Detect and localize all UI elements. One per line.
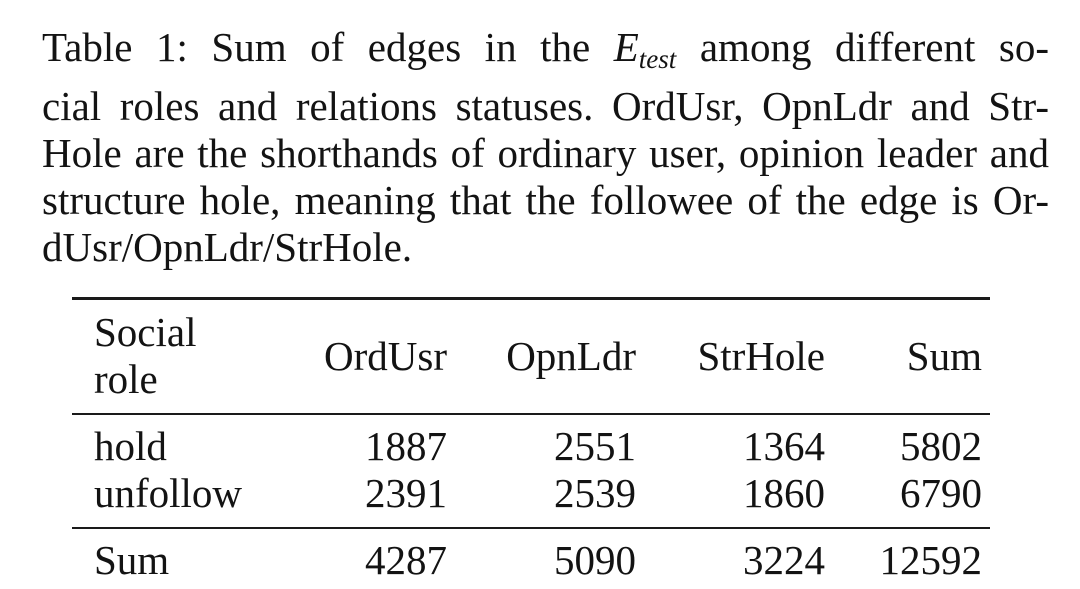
cell-sumrow-ordusr: 4287 [365, 537, 447, 583]
cell-hold-label: hold [94, 423, 167, 469]
caption-line-4: structure hole, meaning that the followe… [42, 176, 1049, 223]
math-e-base: E [613, 24, 639, 70]
column-header-strhole: StrHole [697, 332, 825, 379]
row-sum-total: Sum 4287 5090 3224 12592 [72, 528, 990, 589]
cell-unfollow-ordusr: 2391 [365, 470, 447, 516]
caption-line-2: cial roles and relations statuses. OrdUs… [42, 82, 1049, 129]
table-footer: Sum 4287 5090 3224 12592 [72, 528, 990, 589]
column-header-social-role: Social role [94, 309, 197, 402]
row-unfollow: unfollow 2391 2539 1860 6790 [72, 470, 990, 528]
cell-hold-strhole: 1364 [743, 423, 825, 469]
cell-sumrow-strhole: 3224 [743, 537, 825, 583]
cell-unfollow-strhole: 1860 [743, 470, 825, 516]
column-header-ordusr: OrdUsr [324, 332, 447, 379]
cell-unfollow-sum: 6790 [900, 470, 982, 516]
cell-sumrow-label: Sum [94, 537, 170, 583]
cell-sumrow-sum: 12592 [879, 537, 983, 583]
caption-line-3: Hole are the shorthands of ordinary user… [42, 129, 1049, 176]
caption-line-1-post: among different so- [699, 24, 1050, 70]
math-e-test: Etest [613, 24, 677, 74]
table-caption: Table 1: Sum of edges in the Etest among… [42, 24, 1049, 271]
column-header-opnldr: OpnLdr [506, 332, 636, 379]
cell-unfollow-opnldr: 2539 [554, 470, 636, 516]
caption-intro-text: Table 1: Sum of edges in the [42, 24, 591, 70]
row-hold: hold 1887 2551 1364 5802 [72, 414, 990, 470]
caption-line-1: Table 1: Sum of edges in the Etest among… [42, 24, 1049, 83]
table-body: hold 1887 2551 1364 5802 unfollow 2391 2… [72, 414, 990, 528]
cell-unfollow-label: unfollow [94, 470, 243, 516]
header-row: Social role OrdUsr OpnLdr StrHole Sum [72, 299, 990, 414]
table-header: Social role OrdUsr OpnLdr StrHole Sum [72, 299, 990, 414]
cell-hold-opnldr: 2551 [554, 423, 636, 469]
cell-sumrow-opnldr: 5090 [554, 537, 636, 583]
edges-summary-table: Social role OrdUsr OpnLdr StrHole Sum ho… [72, 297, 990, 589]
column-header-sum: Sum [906, 332, 982, 379]
caption-line-5: dUsr/OpnLdr/StrHole. [42, 223, 413, 270]
cell-hold-ordusr: 1887 [365, 423, 447, 469]
math-test-subscript: test [638, 43, 677, 74]
cell-hold-sum: 5802 [900, 423, 982, 469]
